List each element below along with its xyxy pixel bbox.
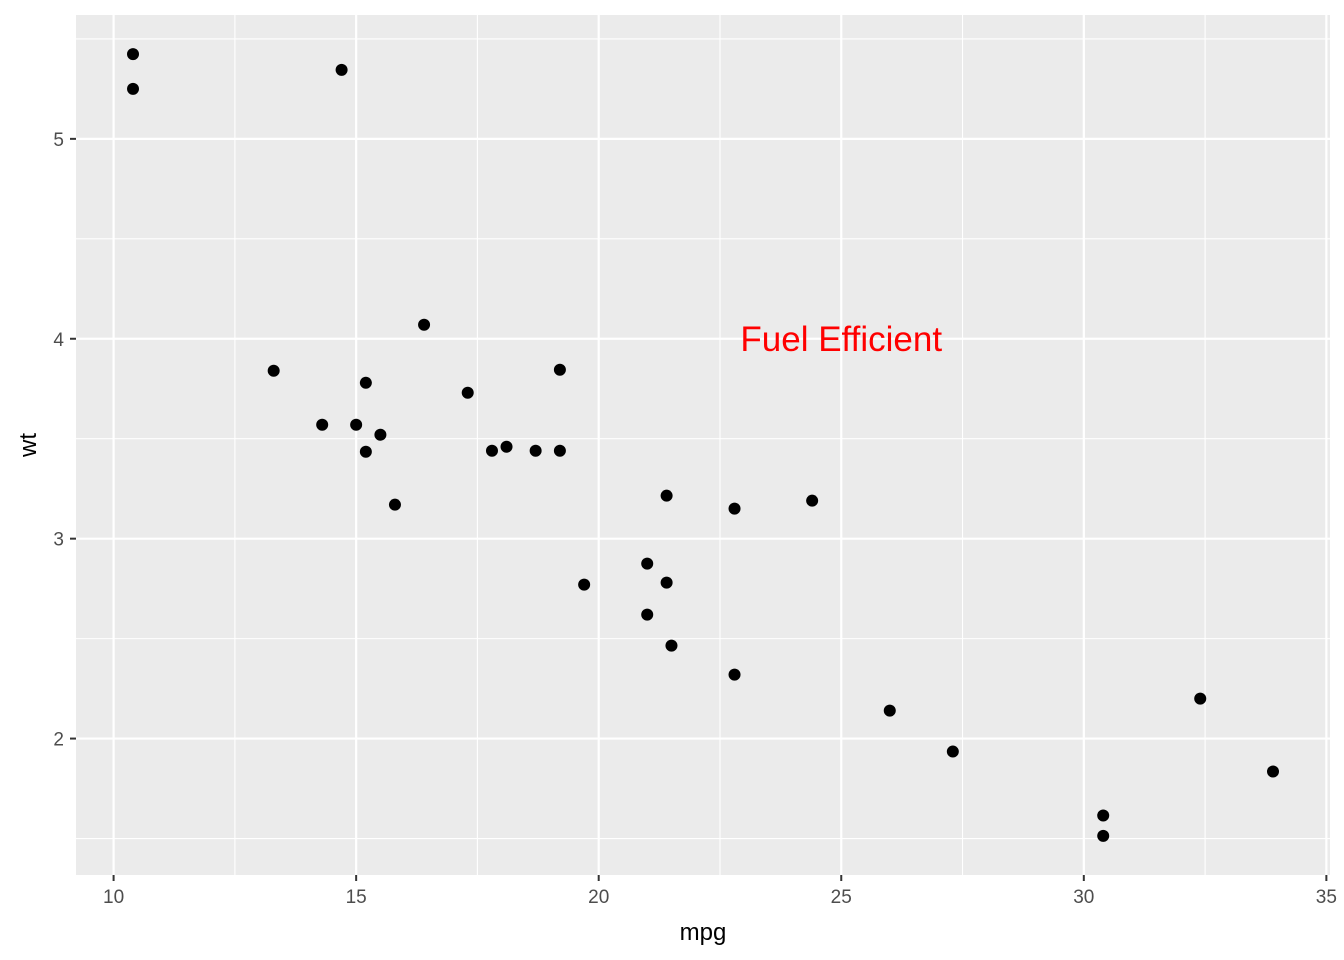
marks: Fuel Efficient [127, 48, 1279, 842]
y-tick-label: 3 [53, 530, 64, 551]
point [946, 745, 959, 758]
x-tick-label: 15 [346, 887, 367, 908]
point [1194, 692, 1207, 705]
point [359, 445, 372, 458]
point [883, 704, 896, 717]
point [388, 498, 401, 511]
x-axis-title: mpg [680, 919, 727, 946]
point [728, 502, 741, 515]
x-tick-label: 20 [588, 887, 609, 908]
x-tick-label: 25 [831, 887, 852, 908]
point [660, 489, 673, 502]
point [316, 418, 329, 431]
point [335, 63, 348, 76]
point [350, 418, 363, 431]
x-tick-label: 30 [1073, 887, 1094, 908]
axes: 10 15 20 25 30 35 2 3 4 5 [53, 130, 1337, 908]
point [578, 578, 591, 591]
point [553, 363, 566, 376]
point [461, 386, 474, 399]
point [418, 318, 431, 331]
point [660, 576, 673, 589]
point [1097, 829, 1110, 842]
y-tick-label: 4 [53, 330, 64, 351]
point [500, 440, 513, 453]
point [359, 376, 372, 389]
annotation: Fuel Efficient [740, 320, 942, 359]
point [529, 444, 542, 457]
point [127, 48, 139, 61]
point [374, 428, 387, 441]
point [1097, 809, 1110, 822]
point [127, 82, 139, 95]
y-tick-label: 5 [53, 130, 64, 151]
panel-background [76, 15, 1330, 875]
x-tick-label: 35 [1316, 887, 1337, 908]
point [485, 444, 498, 457]
point [728, 668, 741, 681]
point [1267, 765, 1279, 778]
point [267, 364, 280, 377]
y-axis-title: wt [15, 433, 42, 458]
x-tick-label: 10 [103, 887, 124, 908]
point [665, 639, 678, 652]
grid [76, 15, 1330, 875]
point [641, 557, 654, 570]
point [806, 494, 819, 507]
point [641, 608, 654, 621]
y-tick-label: 2 [53, 730, 64, 751]
point [553, 444, 566, 457]
